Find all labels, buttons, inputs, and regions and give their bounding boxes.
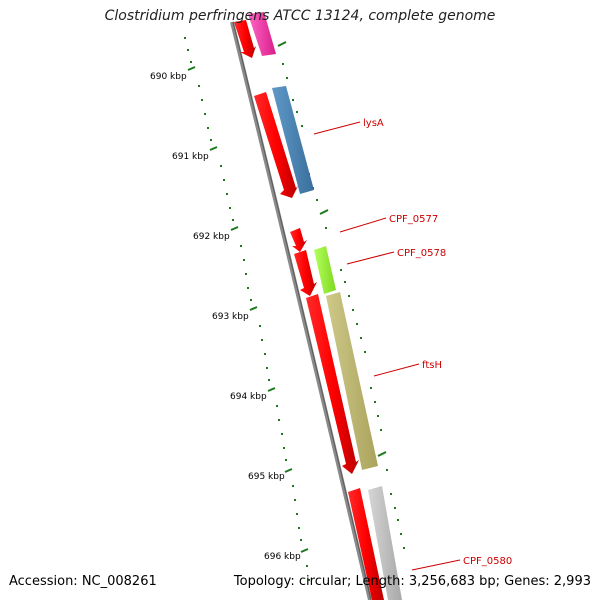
scale-labels: 690 kbp 691 kbp 692 kbp 693 kbp 694 kbp … — [150, 72, 301, 562]
scale-label: 690 kbp — [150, 72, 187, 82]
gene-label: CPF_0577 — [389, 214, 438, 225]
cog-blocks — [248, 12, 402, 600]
gene-label-leader — [339, 217, 387, 233]
scale-ticks-inner — [184, 37, 310, 581]
gene-label: CPF_0580 — [463, 556, 512, 567]
scale-label: 693 kbp — [212, 312, 249, 322]
gene-label: ftsH — [422, 360, 442, 371]
gene-arrow[interactable] — [306, 294, 359, 474]
gene-label: lysA — [363, 118, 384, 129]
cog-block[interactable] — [314, 246, 336, 294]
cog-block[interactable] — [326, 292, 378, 470]
scale-major-tick — [284, 468, 293, 473]
scale-ticks-outer — [277, 41, 405, 549]
gene-labels: lysA CPF_0577 CPF_0578 ftsH CPF_0580 — [313, 118, 512, 571]
scale-major-tick — [187, 66, 196, 71]
gene-arrow[interactable] — [290, 228, 307, 252]
gene-arrow[interactable] — [234, 20, 256, 58]
gene-arrow[interactable] — [254, 92, 298, 198]
scale-major-tick — [230, 226, 239, 231]
cog-block[interactable] — [368, 486, 402, 600]
scale-major-tick — [267, 387, 276, 392]
gene-label-leader — [411, 559, 461, 571]
accession-text: Accession: NC_008261 — [9, 574, 157, 589]
gene-label-leader — [346, 251, 395, 265]
genome-backbone — [230, 21, 372, 600]
map-title: Clostridium perfringens ATCC 13124, comp… — [104, 8, 496, 24]
scale-label: 692 kbp — [193, 232, 230, 242]
gene-label-leader — [313, 121, 361, 135]
scale-major-tick — [300, 548, 309, 553]
gene-arrow[interactable] — [294, 250, 317, 296]
gene-arrows — [234, 20, 384, 600]
topology-text: Topology: circular; Length: 3,256,683 bp… — [233, 574, 591, 589]
scale-major-tick — [249, 306, 258, 311]
scale-label: 694 kbp — [230, 392, 267, 402]
scale-label: 696 kbp — [264, 552, 301, 562]
scale-major-tick — [209, 146, 218, 151]
cog-block[interactable] — [248, 12, 276, 56]
scale-label: 691 kbp — [172, 152, 209, 162]
cog-block[interactable] — [272, 86, 314, 194]
gene-arrow[interactable] — [348, 488, 384, 600]
gene-label-leader — [373, 363, 420, 377]
gene-label: CPF_0578 — [397, 248, 446, 259]
scale-label: 695 kbp — [248, 472, 285, 482]
